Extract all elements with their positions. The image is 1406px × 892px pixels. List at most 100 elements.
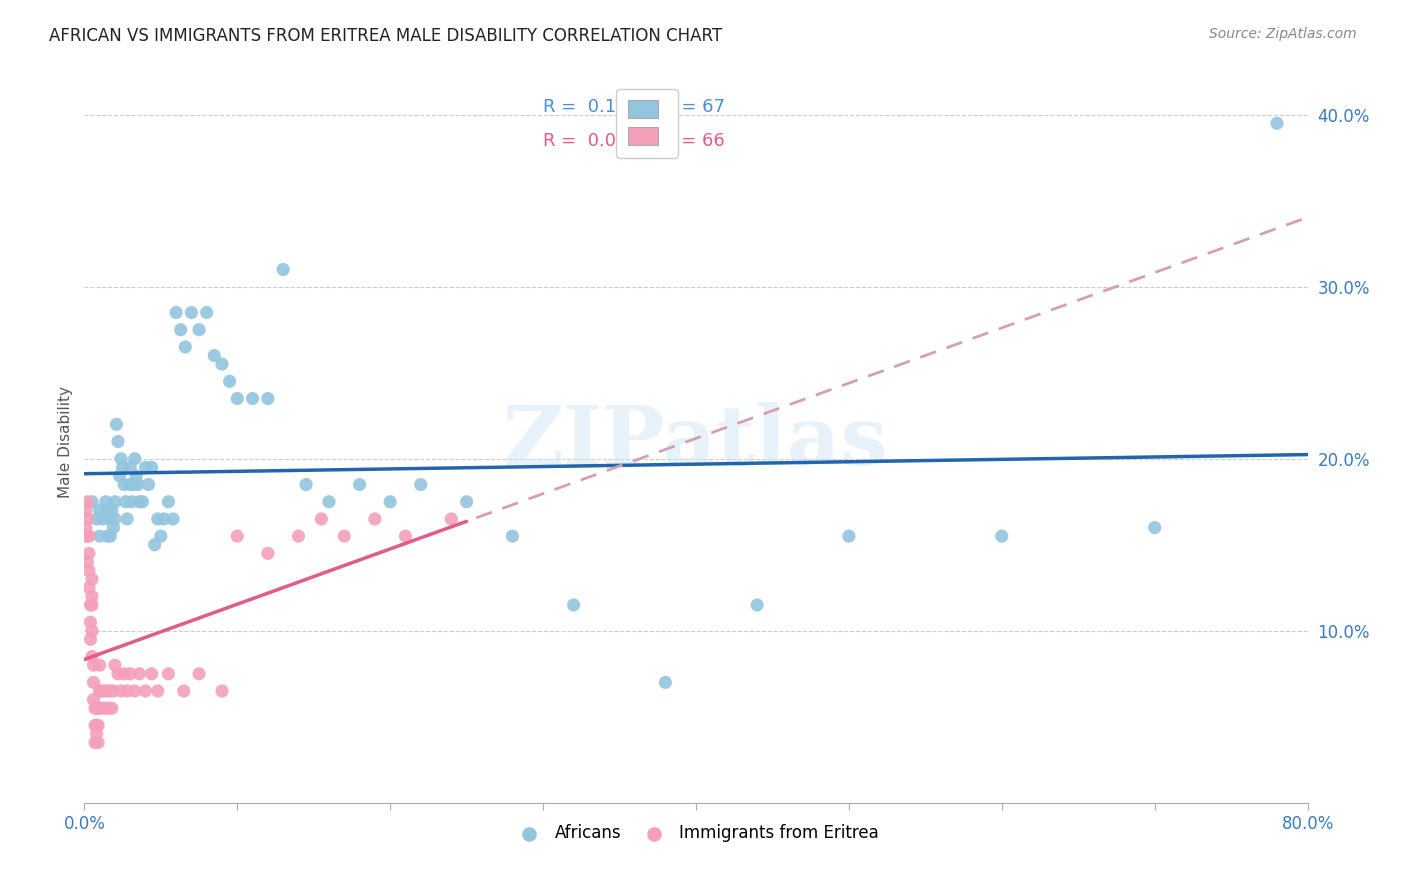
- Point: [211, 684, 233, 698]
- Point: [91, 701, 114, 715]
- Point: [141, 666, 163, 681]
- Point: [409, 477, 432, 491]
- Point: [218, 375, 240, 389]
- Point: [138, 477, 160, 491]
- Point: [87, 701, 110, 715]
- Point: [226, 392, 249, 406]
- Point: [86, 512, 108, 526]
- Point: [114, 494, 136, 508]
- Point: [157, 494, 180, 508]
- Point: [80, 590, 103, 604]
- Point: [162, 512, 184, 526]
- Point: [562, 598, 585, 612]
- Point: [89, 658, 111, 673]
- Point: [89, 701, 111, 715]
- Point: [97, 701, 120, 715]
- Point: [122, 477, 145, 491]
- Point: [111, 460, 134, 475]
- Point: [83, 692, 105, 706]
- Point: [76, 512, 98, 526]
- Point: [86, 701, 108, 715]
- Point: [120, 477, 142, 491]
- Point: [654, 675, 676, 690]
- Point: [131, 494, 153, 508]
- Text: ZIPatlas: ZIPatlas: [503, 401, 889, 482]
- Point: [380, 494, 402, 508]
- Point: [104, 658, 127, 673]
- Point: [295, 477, 318, 491]
- Point: [456, 494, 478, 508]
- Point: [89, 529, 111, 543]
- Point: [120, 460, 142, 475]
- Point: [180, 305, 202, 319]
- Point: [84, 701, 107, 715]
- Point: [79, 598, 101, 612]
- Point: [394, 529, 416, 543]
- Text: Source: ZipAtlas.com: Source: ZipAtlas.com: [1209, 27, 1357, 41]
- Point: [120, 666, 142, 681]
- Point: [104, 512, 127, 526]
- Point: [101, 503, 124, 517]
- Point: [287, 529, 309, 543]
- Point: [84, 735, 107, 749]
- Text: AFRICAN VS IMMIGRANTS FROM ERITREA MALE DISABILITY CORRELATION CHART: AFRICAN VS IMMIGRANTS FROM ERITREA MALE …: [49, 27, 723, 45]
- Point: [96, 529, 118, 543]
- Point: [83, 658, 105, 673]
- Point: [188, 323, 211, 337]
- Point: [103, 684, 125, 698]
- Point: [135, 460, 157, 475]
- Point: [838, 529, 860, 543]
- Point: [96, 684, 118, 698]
- Point: [110, 684, 132, 698]
- Point: [146, 684, 169, 698]
- Point: [76, 494, 98, 508]
- Point: [124, 684, 146, 698]
- Point: [108, 469, 131, 483]
- Point: [128, 494, 150, 508]
- Point: [110, 451, 132, 466]
- Point: [94, 701, 117, 715]
- Point: [91, 512, 114, 526]
- Point: [242, 392, 264, 406]
- Point: [143, 538, 166, 552]
- Point: [96, 503, 118, 517]
- Point: [90, 684, 112, 698]
- Point: [153, 512, 176, 526]
- Point: [127, 477, 149, 491]
- Point: [1265, 116, 1288, 130]
- Point: [79, 632, 101, 647]
- Point: [170, 323, 193, 337]
- Text: R =  0.097    N = 66: R = 0.097 N = 66: [543, 132, 725, 150]
- Point: [135, 684, 157, 698]
- Point: [107, 666, 129, 681]
- Point: [77, 529, 100, 543]
- Point: [991, 529, 1014, 543]
- Point: [80, 494, 103, 508]
- Point: [146, 512, 169, 526]
- Point: [89, 503, 111, 517]
- Point: [107, 434, 129, 449]
- Point: [257, 546, 280, 560]
- Point: [115, 684, 138, 698]
- Point: [112, 477, 135, 491]
- Point: [86, 727, 108, 741]
- Point: [80, 572, 103, 586]
- Point: [1143, 520, 1166, 534]
- Point: [364, 512, 387, 526]
- Point: [89, 684, 111, 698]
- Point: [149, 529, 172, 543]
- Y-axis label: Male Disability: Male Disability: [58, 385, 73, 498]
- Point: [226, 529, 249, 543]
- Point: [80, 624, 103, 638]
- Point: [77, 564, 100, 578]
- Point: [173, 684, 195, 698]
- Point: [440, 512, 463, 526]
- Legend: Africans, Immigrants from Eritrea: Africans, Immigrants from Eritrea: [506, 817, 886, 848]
- Point: [75, 520, 97, 534]
- Point: [77, 581, 100, 595]
- Point: [105, 417, 128, 432]
- Point: [115, 512, 138, 526]
- Point: [98, 684, 121, 698]
- Point: [157, 666, 180, 681]
- Point: [141, 460, 163, 475]
